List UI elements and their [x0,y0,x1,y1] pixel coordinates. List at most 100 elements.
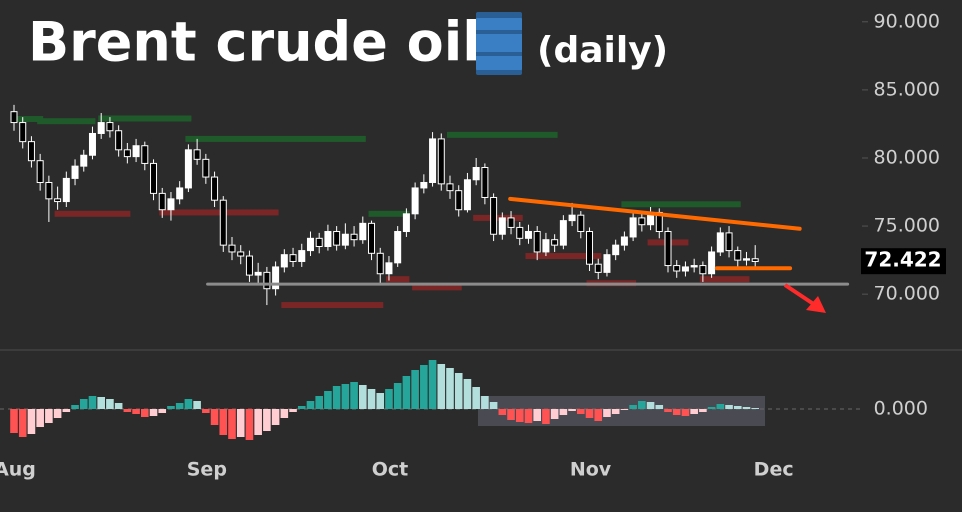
histogram-bar [18,409,27,437]
candle-body [368,222,376,254]
histogram-bar [393,383,402,409]
histogram-bar [655,405,664,409]
y-tick-label: 90.000 [874,10,940,32]
histogram-bar [376,393,385,409]
histogram-bar [542,409,550,424]
y-tick-label: 85.000 [874,78,940,100]
histogram-bar [289,409,297,412]
candle-body [280,254,288,268]
candle-body [359,222,367,241]
candle-body [80,154,88,167]
candle-body [263,271,271,290]
annotation-line [508,196,802,231]
histogram-bar [332,386,341,409]
candle-body [708,251,716,275]
y-tick-label: 80.000 [874,146,940,168]
histogram-bar [550,409,559,419]
y-tick-label: 70.000 [874,283,940,305]
histogram-bar [664,409,672,412]
candle-body [71,165,79,179]
histogram-bar [219,409,228,435]
histogram-bar [524,409,533,423]
histogram-bar [559,409,568,415]
histogram-bar [742,407,751,409]
histogram-bar [271,409,280,425]
last-price-label: 72.422 [864,248,941,272]
histogram-bar [350,382,358,409]
histogram-bar [420,365,428,409]
candle-body [228,244,236,253]
candle-body [324,231,332,247]
candle-body [429,138,437,183]
histogram-bar [263,409,271,431]
candle-body [734,250,742,261]
histogram-bar [88,396,97,409]
candle-body [594,263,602,273]
candle-body [446,183,454,192]
candle-body [533,231,541,253]
candle-body [176,187,184,200]
histogram-bar [733,406,742,409]
candle-body [298,250,306,262]
histogram-bar [463,379,472,409]
candle-body [638,217,646,226]
histogram-bar [568,409,576,411]
arrow-shaft [783,283,817,307]
histogram-bar [707,407,716,409]
candle-body [132,145,140,158]
y-tick-label: 75.000 [874,215,940,237]
histogram-bar [446,368,454,409]
candle-body [577,214,585,233]
histogram-bar [228,409,236,439]
histogram-bar [428,360,437,409]
candle-body [507,217,515,228]
trend-level [447,131,558,138]
trend-level [368,210,410,217]
histogram-bar [36,409,44,427]
candle-body [455,190,463,211]
barrel-icon [476,12,522,75]
histogram-bar [725,405,733,409]
histogram-bar [454,373,463,409]
histogram-bar [149,409,158,416]
chart-title: Brent crude oil [28,11,481,74]
x-tick-label: Nov [570,459,612,481]
histogram-bar [297,406,306,409]
histogram-bar [681,409,690,416]
histogram-bar [71,405,79,409]
histogram-bar [106,399,114,409]
histogram-bar [489,402,498,409]
histogram-bar [315,396,323,409]
candle-body [158,192,166,211]
candle-body [664,231,672,267]
histogram-bar [690,409,698,414]
histogram-bar [402,376,411,409]
candle-body [306,237,314,252]
histogram-bar [699,409,707,412]
candle-body [167,198,175,211]
candle-body [411,187,419,215]
histogram-bar [167,406,175,409]
histogram-bar [638,401,646,409]
histogram-bar [62,409,71,412]
candle-body [559,220,567,246]
candle-body [219,199,227,246]
histogram-bar [306,401,315,409]
histogram-bar [385,389,393,409]
candle-body [341,233,349,246]
candle-body [36,160,44,183]
candle-body [45,181,53,200]
candle-body [211,176,219,201]
candle-body [490,196,498,235]
candle-body [27,141,35,162]
histogram-bar [481,396,489,409]
histogram-bar [585,409,594,418]
candle-body [106,122,114,132]
histogram-bar [751,408,759,409]
histogram-bar [141,409,149,417]
histogram-bar [79,399,88,409]
trend-level [54,210,131,217]
trend-level [98,115,192,122]
